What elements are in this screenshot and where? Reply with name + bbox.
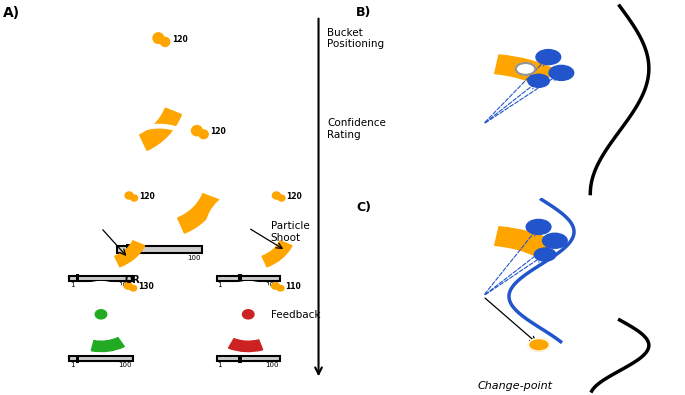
Bar [69,356,133,361]
Text: 1: 1 [217,362,222,368]
Bar [238,355,242,363]
Text: B): B) [356,6,371,19]
Text: 120: 120 [172,35,188,43]
Bar [76,274,79,282]
Circle shape [476,292,490,301]
Circle shape [278,195,285,201]
Circle shape [526,220,551,235]
Circle shape [529,339,549,351]
Circle shape [98,312,104,317]
Circle shape [476,120,490,129]
Circle shape [534,248,556,261]
Wedge shape [177,194,219,233]
Text: 120: 120 [139,192,155,201]
Wedge shape [91,338,125,352]
Bar [216,356,280,361]
Circle shape [277,286,284,291]
Wedge shape [115,241,145,267]
Bar [216,276,280,281]
Circle shape [242,310,254,319]
Text: 120: 120 [210,127,226,136]
Circle shape [245,225,251,231]
Text: OR: OR [125,275,140,284]
Circle shape [98,225,104,231]
Circle shape [160,38,170,47]
Circle shape [543,233,567,248]
Circle shape [129,286,137,291]
Circle shape [199,130,208,139]
Text: 100: 100 [119,282,132,288]
Text: 130: 130 [138,282,154,291]
Bar [117,246,201,253]
Wedge shape [495,55,557,85]
Wedge shape [495,227,557,257]
Bar [238,274,242,282]
Text: Bucket
Positioning: Bucket Positioning [327,28,384,49]
Text: 120: 120 [286,192,302,201]
Text: 100: 100 [119,362,132,368]
Text: 110: 110 [286,282,301,291]
Text: Change-point: Change-point [478,381,553,391]
Circle shape [528,74,549,87]
Circle shape [516,63,535,75]
Bar [126,244,130,256]
Circle shape [271,283,279,289]
Text: Confidence
Rating: Confidence Rating [327,118,386,140]
Text: Particle
Shoot: Particle Shoot [271,221,310,243]
Text: Feedback: Feedback [271,310,320,320]
Circle shape [536,50,561,65]
Bar [69,276,133,281]
Circle shape [114,85,123,94]
Circle shape [95,310,107,319]
Bar [76,355,79,363]
Wedge shape [140,108,182,150]
Circle shape [192,126,202,136]
Circle shape [549,66,574,81]
Text: 1: 1 [217,282,222,288]
Circle shape [131,195,138,201]
Text: 1: 1 [70,362,75,368]
Circle shape [245,312,251,317]
Text: 100: 100 [187,255,201,261]
Circle shape [155,173,164,181]
Text: 100: 100 [266,362,279,368]
Circle shape [273,192,280,199]
Text: 100: 100 [266,282,279,288]
Text: A): A) [3,6,21,20]
Wedge shape [229,339,262,352]
Circle shape [124,283,132,289]
Text: 1: 1 [70,282,75,288]
Text: 1: 1 [118,255,123,261]
Circle shape [153,33,164,43]
Text: C): C) [356,201,371,214]
Wedge shape [262,241,292,267]
Circle shape [125,192,133,199]
